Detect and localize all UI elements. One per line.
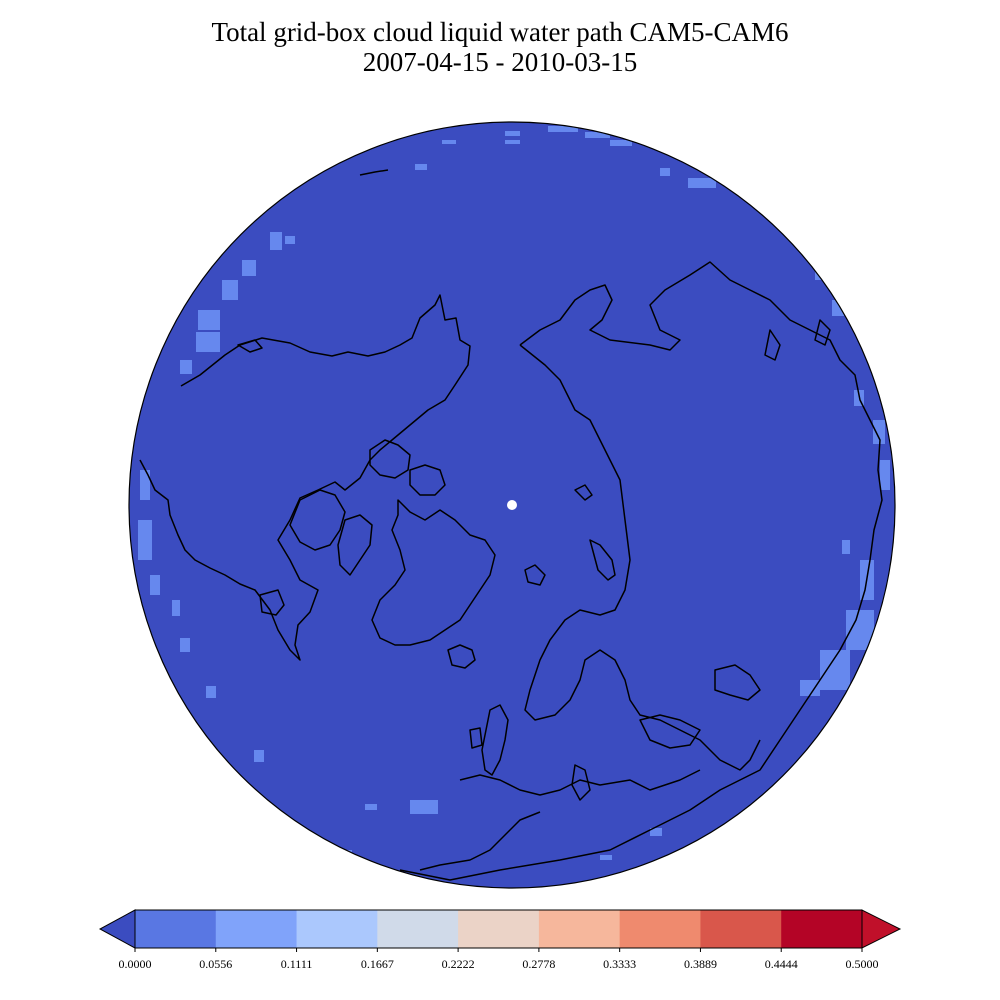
coastline-eurasia-outer xyxy=(399,261,883,881)
colorbar-segment xyxy=(458,910,540,948)
north-pole-marker xyxy=(507,500,517,510)
patch xyxy=(285,236,295,244)
patch xyxy=(140,470,150,500)
colorbar-segment xyxy=(377,910,459,948)
colorbar-segment xyxy=(781,910,863,948)
coastline-arctic-island-north xyxy=(369,439,411,479)
patch xyxy=(198,310,220,330)
coastlines xyxy=(139,169,883,881)
colorbar-tick-label: 0.3333 xyxy=(603,957,636,971)
colorbar-over-arrow xyxy=(861,909,902,949)
patch xyxy=(180,360,192,374)
patch xyxy=(660,168,670,176)
patch xyxy=(610,140,632,146)
map-title: Total grid-box cloud liquid water path C… xyxy=(211,17,789,47)
coastline-eurasia-inner xyxy=(519,344,761,771)
colorbar-segment xyxy=(296,910,378,948)
colorbar-segment xyxy=(619,910,701,948)
coastline-caspian xyxy=(714,664,761,701)
colorbar-tick-label: 0.0556 xyxy=(199,957,232,971)
coastline-iceland xyxy=(447,644,476,669)
coastline-kamchatka xyxy=(764,329,781,361)
coastline-british-isles xyxy=(481,704,509,776)
colorbar-tick-label: 0.2778 xyxy=(522,957,555,971)
coastline-baffin-island xyxy=(337,514,373,576)
patch xyxy=(505,131,520,136)
coastline-aleutian xyxy=(237,339,263,353)
patch xyxy=(365,804,377,810)
patch xyxy=(340,850,352,856)
patch xyxy=(650,828,662,836)
patch xyxy=(800,680,820,696)
patch xyxy=(138,520,152,560)
patch xyxy=(600,855,612,860)
coastline-franz-josef xyxy=(574,484,593,501)
light-value-patches xyxy=(138,126,890,860)
map-subtitle: 2007-04-15 - 2010-03-15 xyxy=(362,47,638,77)
coastline-hudson-island xyxy=(259,589,285,616)
patch xyxy=(150,575,160,595)
coastline-north-america xyxy=(139,294,471,661)
patch xyxy=(442,140,456,144)
patch xyxy=(505,140,520,144)
coastline-africa-north xyxy=(419,811,541,871)
colorbar-tick-label: 0.5000 xyxy=(846,957,879,971)
patch xyxy=(206,686,216,698)
colorbar: 0.0000 0.0556 0.1111 0.1667 0.2222 0.2778 0.33… xyxy=(98,909,902,971)
colorbar-tick-label: 0.1667 xyxy=(361,957,394,971)
patch xyxy=(415,164,427,170)
patch xyxy=(842,540,850,554)
patch xyxy=(180,638,190,652)
coastline-kuril xyxy=(814,319,831,346)
coastline-small-island xyxy=(524,564,546,586)
colorbar-tick-label: 0.1111 xyxy=(281,957,313,971)
patch xyxy=(880,460,890,490)
coastline-svalbard xyxy=(589,539,616,581)
patch xyxy=(172,600,180,616)
patch xyxy=(832,300,844,316)
coastline-ireland xyxy=(469,727,483,749)
patch xyxy=(410,800,438,814)
patch xyxy=(196,332,220,352)
coastline-arctic-island-center xyxy=(409,464,446,496)
colorbar-frame xyxy=(134,909,863,949)
patch xyxy=(222,280,238,300)
patch xyxy=(270,232,282,250)
coastline-greenland xyxy=(371,499,496,646)
colorbar-tick-label: 0.2222 xyxy=(442,957,475,971)
patch xyxy=(254,750,264,762)
globe-outline xyxy=(128,121,896,889)
colorbar-segment xyxy=(215,910,298,948)
colorbar-under-arrow xyxy=(98,909,136,949)
colorbar-segment xyxy=(135,910,217,948)
coastline-europe-south xyxy=(459,769,701,796)
patch xyxy=(548,126,578,132)
patch xyxy=(688,178,716,188)
patch xyxy=(820,650,850,690)
patch xyxy=(242,260,256,276)
patch xyxy=(585,132,610,138)
coastline-arctic-island-west xyxy=(289,489,346,551)
coastline-black-sea xyxy=(639,714,701,749)
colorbar-segment xyxy=(700,910,782,948)
colorbar-tick-label: 0.4444 xyxy=(765,957,798,971)
colorbar-tick-label: 0.3889 xyxy=(684,957,717,971)
colorbar-tick-label: 0.0000 xyxy=(119,957,152,971)
coastline-italy xyxy=(571,764,591,801)
coastline-far-island xyxy=(359,169,389,176)
patch xyxy=(873,420,885,444)
colorbar-segment xyxy=(538,910,621,948)
patch xyxy=(815,270,830,280)
